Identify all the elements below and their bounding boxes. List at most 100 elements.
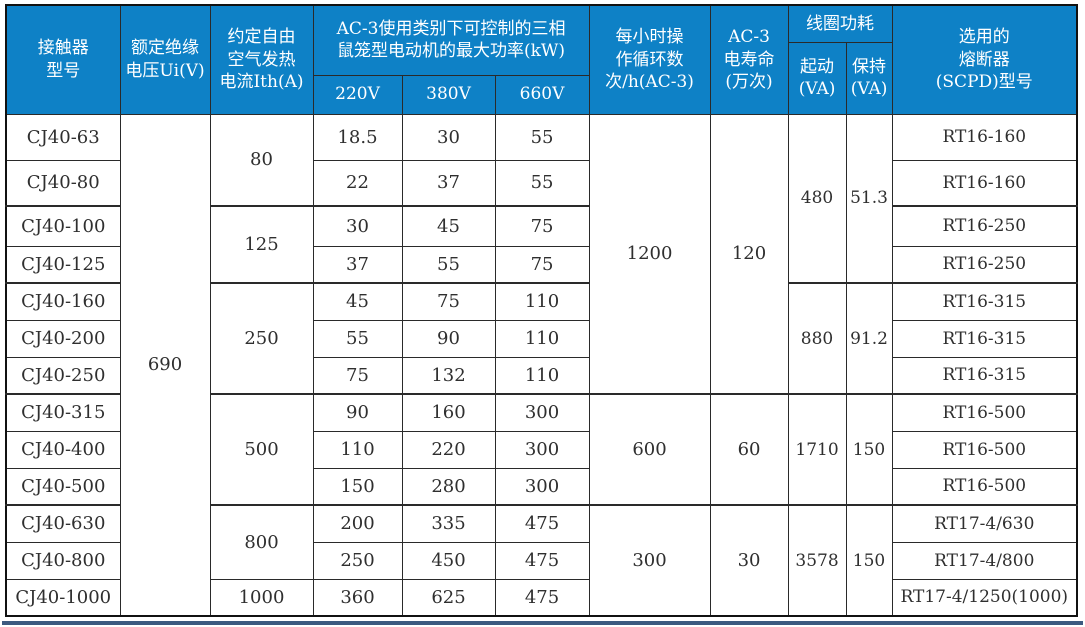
model-cell: CJ40-400: [5, 430, 121, 469]
model-cell: CJ40-100: [5, 205, 121, 247]
cycles-cell: 300: [588, 504, 711, 617]
table-row: CJ40-315 500 90 160 300 600 60 1710 150 …: [5, 393, 1078, 506]
header-cell-coil-group: 线圈功耗: [787, 4, 893, 43]
fuse-cell: RT16-315: [891, 282, 1078, 321]
model-cell: CJ40-630: [5, 504, 121, 543]
p380-cell: 45: [401, 205, 496, 247]
coil-start-cell: 1710: [787, 393, 847, 506]
p660-cell: 110: [494, 282, 590, 321]
fuse-cell: RT17-4/1250(1000): [891, 578, 1078, 617]
model-cell: CJ40-315: [5, 393, 121, 432]
p380-cell: 37: [401, 159, 496, 207]
p380-cell: 280: [401, 467, 496, 506]
p220-cell: 55: [312, 319, 403, 358]
model-cell: CJ40-160: [5, 282, 121, 321]
p380-cell: 75: [401, 282, 496, 321]
table-body: CJ40-63 690 80 18.5 30 55 1200 120 480 5…: [5, 113, 1078, 617]
model-cell: CJ40-63: [5, 113, 121, 161]
rated-voltage-cell: 690: [119, 113, 211, 617]
p660-cell: 300: [494, 393, 590, 432]
p660-cell: 55: [494, 113, 590, 161]
model-cell: CJ40-200: [5, 319, 121, 358]
p220-cell: 75: [312, 356, 403, 395]
model-cell: CJ40-125: [5, 245, 121, 284]
header-cell-coil-hold: 保持 (VA): [845, 41, 893, 115]
cycles-cell: 1200: [588, 113, 711, 395]
fuse-cell: RT16-315: [891, 356, 1078, 395]
header-cell-model: 接触器 型号: [5, 4, 121, 115]
fuse-cell: RT17-4/800: [891, 541, 1078, 580]
p220-cell: 360: [312, 578, 403, 617]
fuse-cell: RT16-500: [891, 430, 1078, 469]
p220-cell: 45: [312, 282, 403, 321]
table-row: CJ40-630 800 200 335 475 300 30 3578 150…: [5, 504, 1078, 617]
fuse-cell: RT16-160: [891, 113, 1078, 161]
p220-cell: 200: [312, 504, 403, 543]
p220-cell: 150: [312, 467, 403, 506]
fuse-cell: RT16-500: [891, 393, 1078, 432]
life-cell: 60: [709, 393, 789, 506]
table-row: CJ40-200 55 90 110 RT16-315: [5, 319, 1078, 358]
header-cell-380v: 380V: [401, 74, 496, 115]
p220-cell: 37: [312, 245, 403, 284]
header-cell-cycles: 每小时操 作循环数 次/h(AC-3): [588, 4, 711, 115]
p220-cell: 90: [312, 393, 403, 432]
p380-cell: 160: [401, 393, 496, 432]
table-row: CJ40-800 250 450 475 RT17-4/800: [5, 541, 1078, 580]
bottom-accent-bar: [2, 621, 1083, 625]
coil-hold-cell: 150: [845, 393, 893, 506]
life-cell: 30: [709, 504, 789, 617]
p660-cell: 75: [494, 245, 590, 284]
table-row: CJ40-160 250 45 75 110 880 91.2 RT16-315: [5, 282, 1078, 395]
p660-cell: 110: [494, 319, 590, 358]
ith-cell: 125: [209, 205, 314, 284]
p220-cell: 18.5: [312, 113, 403, 161]
p660-cell: 475: [494, 504, 590, 543]
p380-cell: 220: [401, 430, 496, 469]
p660-cell: 110: [494, 356, 590, 395]
fuse-cell: RT16-500: [891, 467, 1078, 506]
ith-cell: 1000: [209, 578, 314, 617]
header-cell-thermal-current: 约定自由 空气发热 电流Ith(A): [209, 4, 314, 115]
p380-cell: 625: [401, 578, 496, 617]
model-cell: CJ40-80: [5, 159, 121, 207]
coil-start-cell: 3578: [787, 504, 847, 617]
model-cell: CJ40-250: [5, 356, 121, 395]
p220-cell: 22: [312, 159, 403, 207]
header-cell-coil-start: 起动 (VA): [787, 41, 847, 115]
p380-cell: 450: [401, 541, 496, 580]
p220-cell: 250: [312, 541, 403, 580]
coil-hold-cell: 91.2: [845, 282, 893, 395]
p660-cell: 475: [494, 541, 590, 580]
ith-cell: 500: [209, 393, 314, 506]
p380-cell: 30: [401, 113, 496, 161]
p660-cell: 300: [494, 430, 590, 469]
coil-hold-cell: 51.3: [845, 113, 893, 284]
header-cell-fuse: 选用的 熔断器 (SCPD)型号: [891, 4, 1078, 115]
table-row: CJ40-125 37 55 75 RT16-250: [5, 245, 1078, 284]
p380-cell: 90: [401, 319, 496, 358]
ith-cell: 250: [209, 282, 314, 395]
table-row: CJ40-100 125 30 45 75 RT16-250: [5, 205, 1078, 284]
p380-cell: 55: [401, 245, 496, 284]
fuse-cell: RT16-250: [891, 245, 1078, 284]
coil-start-cell: 880: [787, 282, 847, 395]
fuse-cell: RT16-250: [891, 205, 1078, 247]
fuse-cell: RT16-315: [891, 319, 1078, 358]
table-row: CJ40-250 75 132 110 RT16-315: [5, 356, 1078, 395]
p220-cell: 30: [312, 205, 403, 247]
model-cell: CJ40-500: [5, 467, 121, 506]
model-cell: CJ40-1000: [5, 578, 121, 617]
fuse-cell: RT16-160: [891, 159, 1078, 207]
header-cell-power-group: AC-3使用类别下可控制的三相 鼠笼型电动机的最大功率(kW): [312, 4, 590, 76]
table-header: 接触器 型号 额定绝缘 电压Ui(V) 约定自由 空气发热 电流Ith(A) A…: [5, 4, 1078, 115]
fuse-cell: RT17-4/630: [891, 504, 1078, 543]
life-cell: 120: [709, 113, 789, 395]
p220-cell: 110: [312, 430, 403, 469]
cycles-cell: 600: [588, 393, 711, 506]
header-cell-rated-voltage: 额定绝缘 电压Ui(V): [119, 4, 211, 115]
p660-cell: 75: [494, 205, 590, 247]
table-row: CJ40-63 690 80 18.5 30 55 1200 120 480 5…: [5, 113, 1078, 617]
ith-cell: 80: [209, 113, 314, 207]
